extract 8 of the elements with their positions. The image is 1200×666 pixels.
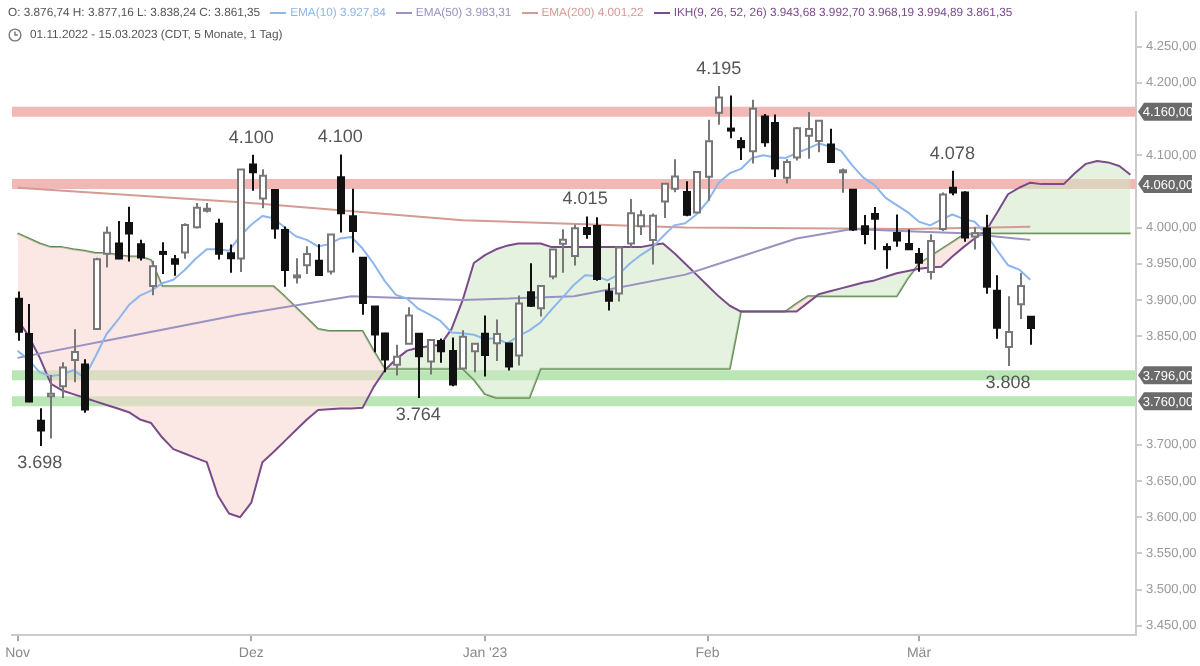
annotation: 4.195 xyxy=(696,58,742,79)
annotation: 3.808 xyxy=(985,371,1031,392)
annotation: 4.100 xyxy=(317,126,363,147)
annotation: 3.698 xyxy=(17,452,63,473)
annotation: 4.100 xyxy=(228,126,274,147)
annotation: 4.078 xyxy=(929,142,975,163)
annotation: 3.764 xyxy=(395,404,441,425)
annotation: 4.015 xyxy=(562,188,608,209)
